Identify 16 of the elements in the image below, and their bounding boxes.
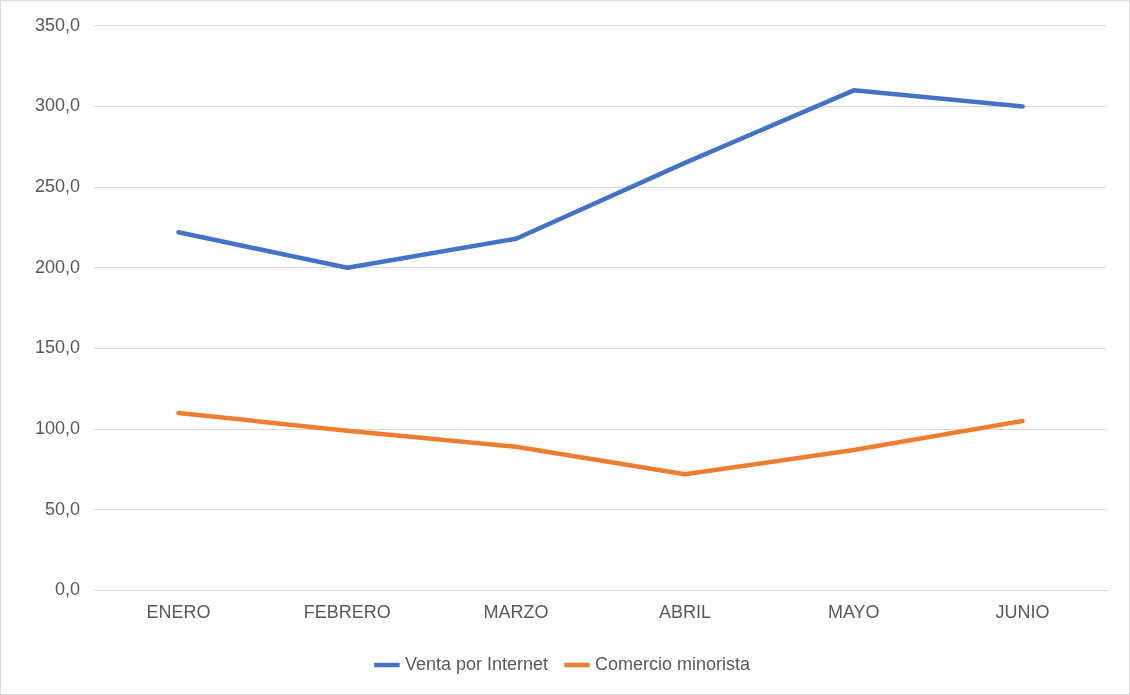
x-tick-label: ABRIL: [658, 602, 711, 623]
x-tick-label: ENERO: [146, 602, 211, 623]
x-tick-label: JUNIO: [995, 602, 1050, 623]
y-tick-label: 100,0: [35, 418, 81, 439]
y-tick-label: 300,0: [35, 95, 81, 116]
y-tick-label: 0,0: [55, 579, 81, 600]
legend-label: Venta por Internet: [404, 653, 549, 674]
x-tick-label: FEBRERO: [303, 602, 391, 623]
y-tick-label: 200,0: [35, 256, 81, 277]
legend-label: Comercio minorista: [595, 653, 752, 674]
y-tick-label: 150,0: [35, 337, 81, 358]
y-tick-label: 350,0: [35, 14, 81, 35]
x-tick-label: MARZO: [483, 602, 549, 623]
x-tick-label: MAYO: [827, 602, 880, 623]
y-tick-label: 50,0: [45, 498, 81, 519]
y-tick-label: 250,0: [35, 176, 81, 197]
